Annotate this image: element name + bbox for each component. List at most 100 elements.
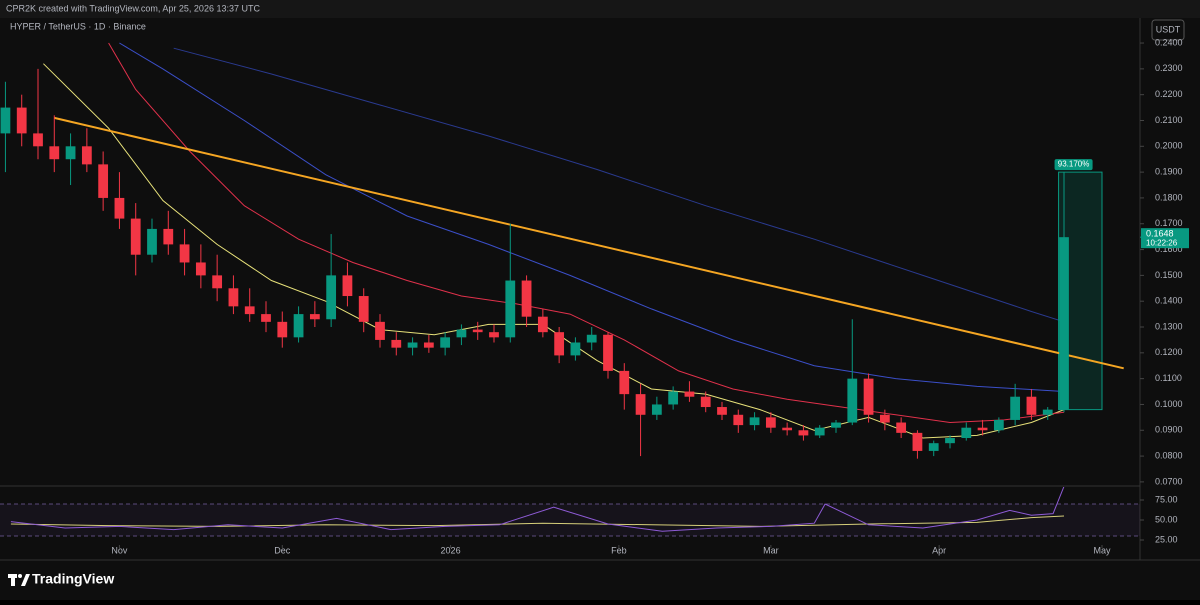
candle-body: [896, 422, 907, 433]
candle-body: [423, 342, 434, 348]
currency-box[interactable]: [1151, 19, 1185, 41]
candle-body: [212, 275, 223, 289]
symbol: HYPER / TetherUS · 1D · Binance: [10, 21, 146, 31]
candle-body: [456, 329, 467, 338]
candle-body: [375, 321, 385, 340]
candle-body: [765, 417, 776, 428]
candle-body: [668, 391, 679, 405]
candle-body: [49, 146, 60, 160]
measure-label: 93.170%: [1058, 160, 1090, 169]
y-tick-label: 0.0900: [1155, 425, 1183, 435]
y-tick-label: 0.1000: [1155, 399, 1183, 409]
candle-body: [489, 332, 499, 338]
y-tick-label: 0.1500: [1155, 270, 1183, 280]
candle-body: [733, 414, 744, 426]
y-tick-label: 0.2200: [1155, 89, 1183, 99]
y-tick-label: 0.1300: [1155, 321, 1183, 331]
candle-body: [391, 339, 402, 348]
candle-body: [16, 107, 27, 134]
candle-body: [928, 443, 939, 451]
brand: TradingView: [32, 571, 114, 587]
candle-body: [293, 314, 304, 338]
candle-body: [798, 430, 809, 436]
y-tick-label: 0.1900: [1155, 166, 1183, 176]
x-tick-label: 2026: [441, 545, 461, 555]
candle-body: [309, 314, 320, 320]
y-tick-label: 0.2000: [1155, 141, 1183, 151]
candle-body: [619, 370, 630, 395]
candle-body: [277, 321, 288, 338]
candle-body: [977, 427, 988, 431]
candle-body: [700, 396, 711, 408]
candle-body: [358, 296, 369, 322]
x-tick-label: Apr: [932, 545, 946, 555]
rsi-tick-label: 50.00: [1155, 514, 1178, 524]
x-tick-label: Dec: [274, 545, 291, 555]
currency[interactable]: USDT: [1156, 24, 1181, 34]
candle-body: [554, 332, 565, 356]
candle-body: [717, 407, 727, 415]
candle-body: [244, 306, 255, 315]
y-tick-label: 0.2300: [1155, 63, 1183, 73]
candle-body: [130, 218, 141, 255]
candle-body: [912, 432, 923, 451]
candle-body: [505, 280, 516, 338]
candle-body: [114, 197, 125, 219]
y-tick-label: 0.0800: [1155, 450, 1183, 460]
candle-body: [993, 419, 1004, 431]
candle-body: [814, 427, 825, 436]
candle-body: [0, 107, 11, 134]
candle-body: [879, 414, 890, 423]
rsi-tick-label: 25.00: [1155, 534, 1178, 544]
candle-body: [1026, 396, 1037, 415]
candle-body: [98, 164, 109, 198]
moving-average: [173, 47, 1065, 323]
candle-body: [570, 342, 581, 356]
candle-body: [831, 422, 841, 428]
candle-body: [407, 342, 418, 348]
candle-body: [1042, 409, 1053, 415]
x-tick-label: Feb: [611, 545, 627, 555]
measure-label-box: [1054, 159, 1093, 171]
logo: [8, 574, 30, 586]
candle-body: [961, 427, 972, 439]
candle-body: [1010, 396, 1021, 420]
caption: CPR2K created with TradingView.com, Apr …: [6, 3, 260, 13]
candle-body: [342, 275, 353, 297]
candle-body: [782, 427, 793, 431]
candle-body: [603, 334, 613, 371]
candle-body: [65, 146, 76, 160]
candle-body: [684, 391, 695, 397]
last-price: 0.1648: [1146, 229, 1174, 239]
candle-body: [195, 262, 206, 276]
candle-body: [863, 378, 874, 415]
x-tick-label: Mar: [763, 545, 779, 555]
candle-body: [847, 378, 858, 423]
rsi-ma: [10, 515, 1065, 527]
candle-body: [326, 275, 337, 320]
candle-body: [635, 394, 646, 415]
candle-body: [521, 280, 532, 317]
candle-body: [537, 316, 548, 333]
rsi-band-fill: [0, 504, 1140, 536]
candle-body: [651, 404, 662, 415]
candle-body: [749, 417, 760, 426]
x-tick-label: May: [1093, 545, 1111, 555]
y-tick-label: 0.0700: [1155, 476, 1183, 486]
countdown: 10:22:26: [1146, 238, 1178, 247]
rsi-line: [10, 487, 1065, 532]
y-tick-label: 0.1600: [1155, 244, 1183, 254]
candle-body: [472, 329, 483, 333]
candle-body: [440, 337, 451, 348]
y-tick-label: 0.1200: [1155, 347, 1183, 357]
candle-body: [586, 334, 597, 343]
trendline: [54, 116, 1124, 370]
candle-body: [163, 228, 174, 245]
x-tick-label: Nov: [111, 545, 128, 555]
last-price-box: [1141, 228, 1189, 249]
candle-body: [81, 146, 92, 165]
y-tick-label: 0.1700: [1155, 218, 1183, 228]
y-tick-label: 0.1800: [1155, 192, 1183, 202]
